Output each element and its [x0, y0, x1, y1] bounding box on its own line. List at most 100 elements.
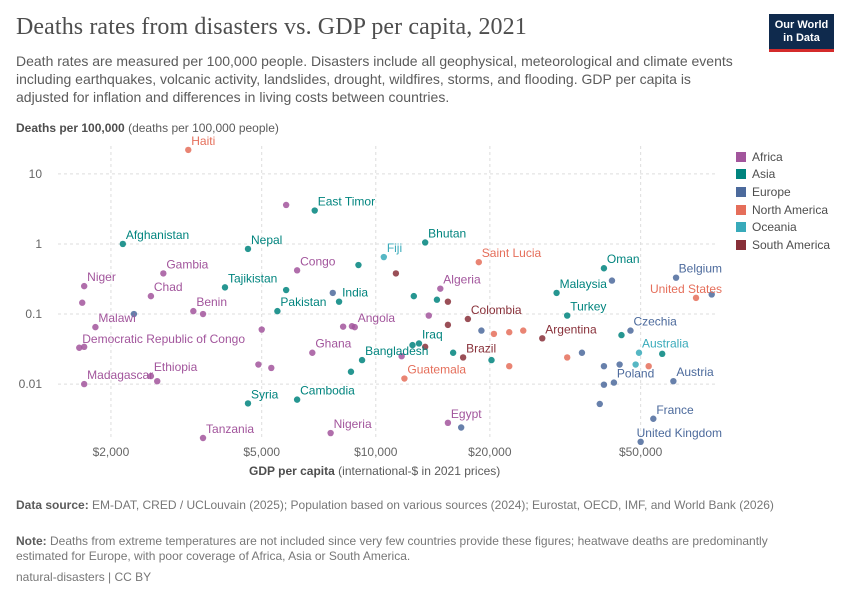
- y-axis-title-main: Deaths per 100,000: [16, 121, 125, 135]
- y-tick-label: 1: [35, 237, 42, 251]
- point-label: Haiti: [191, 134, 215, 148]
- legend-item[interactable]: Europe: [736, 183, 830, 201]
- data-point: [409, 341, 416, 349]
- point-label: Czechia: [633, 315, 677, 329]
- point-label: Nigeria: [334, 417, 372, 431]
- data-point: [79, 299, 86, 306]
- data-point: [616, 361, 623, 368]
- source-text: EM-DAT, CRED / UCLouvain (2025); Populat…: [92, 498, 774, 512]
- legend-item[interactable]: Oceania: [736, 218, 830, 236]
- point-label: Poland: [617, 367, 654, 381]
- point-label: Afghanistan: [126, 228, 189, 242]
- point-label: United States: [650, 282, 722, 296]
- data-point: [635, 349, 643, 356]
- legend-label: North America: [752, 202, 829, 217]
- data-point: [659, 350, 666, 358]
- data-point: [244, 245, 252, 253]
- point-label: Iraq: [422, 327, 443, 341]
- data-point: [444, 321, 452, 329]
- legend: Africa Asia Europe North America Oceania Sout…: [736, 148, 830, 254]
- x-tick-label: $2,000: [93, 445, 130, 459]
- chart-note: Note: Deaths from extreme temperatures a…: [16, 534, 816, 564]
- x-tick-label: $20,000: [468, 445, 512, 459]
- page-title: Deaths rates from disasters vs. GDP per …: [16, 14, 527, 40]
- legend-item[interactable]: South America: [736, 236, 830, 254]
- data-point: [293, 396, 301, 403]
- owid-logo[interactable]: Our World in Data: [769, 14, 834, 52]
- x-tick-label: $5,000: [243, 445, 280, 459]
- legend-swatch: [736, 204, 746, 215]
- point-label: Saint Lucia: [482, 246, 542, 260]
- data-point: [488, 356, 495, 364]
- y-tick-label: 10: [29, 167, 43, 181]
- data-point: [553, 289, 560, 297]
- data-point: [255, 361, 262, 368]
- point-label: Pakistan: [280, 295, 326, 309]
- data-point: [539, 335, 546, 342]
- point-label: Malaysia: [560, 277, 608, 291]
- legend-swatch: [736, 222, 746, 233]
- point-label: Benin: [196, 295, 227, 309]
- x-tick-label: $50,000: [619, 445, 663, 459]
- license-text[interactable]: natural-disasters | CC BY: [16, 570, 152, 584]
- data-point: [329, 289, 336, 297]
- data-point: [600, 362, 608, 370]
- data-point: [309, 349, 316, 356]
- chart-subtitle: Death rates are measured per 100,000 peo…: [16, 53, 733, 105]
- note-text: Deaths from extreme temperatures are not…: [16, 534, 768, 563]
- x-axis-title: GDP per capita (international-$ in 2021 …: [249, 464, 500, 478]
- point-label: Niger: [87, 270, 116, 284]
- legend-item[interactable]: North America: [736, 201, 830, 219]
- point-label: Tajikistan: [228, 271, 277, 285]
- point-label: Brazil: [466, 341, 496, 355]
- data-point: [444, 419, 452, 427]
- point-label: Bhutan: [428, 226, 466, 240]
- point-label: Belgium: [679, 262, 722, 276]
- data-point: [464, 315, 472, 323]
- point-label: Democratic Republic of Congo: [82, 332, 245, 346]
- point-label: Cambodia: [300, 384, 355, 398]
- legend-item[interactable]: Asia: [736, 166, 830, 184]
- point-label: Nepal: [251, 233, 282, 247]
- point-label: Fiji: [387, 241, 402, 255]
- point-label: Egypt: [451, 407, 482, 421]
- point-label: Guatemala: [407, 363, 466, 377]
- legend-label: Africa: [752, 149, 783, 164]
- data-point: [627, 327, 634, 334]
- data-point: [421, 343, 429, 351]
- data-point: [80, 282, 88, 290]
- source-label: Data source:: [16, 498, 89, 512]
- data-point: [358, 356, 366, 364]
- data-point: [76, 344, 83, 351]
- data-point: [355, 261, 362, 269]
- data-point: [410, 292, 418, 300]
- data-point: [415, 340, 423, 347]
- point-label: Chad: [154, 280, 183, 294]
- data-point: [160, 270, 167, 277]
- data-point: [221, 284, 229, 291]
- data-source: Data source: EM-DAT, CRED / UCLouvain (2…: [16, 498, 816, 513]
- data-point: [475, 258, 482, 266]
- data-point: [459, 354, 467, 361]
- data-point: [199, 310, 207, 318]
- legend-swatch: [736, 239, 746, 250]
- point-label: Syria: [251, 387, 279, 401]
- point-label: Ghana: [315, 337, 351, 351]
- data-point: [578, 349, 586, 356]
- point-label: Gambia: [166, 257, 208, 271]
- data-point: [433, 296, 441, 303]
- legend-swatch: [736, 151, 746, 162]
- legend-item[interactable]: Africa: [736, 148, 830, 166]
- data-point: [425, 312, 432, 319]
- data-point: [335, 298, 343, 305]
- data-point: [392, 270, 400, 277]
- data-point: [80, 343, 88, 351]
- legend-label: Asia: [752, 167, 776, 182]
- point-label: Bangladesh: [365, 344, 428, 358]
- data-point: [608, 277, 616, 284]
- data-point: [449, 349, 457, 356]
- data-point: [637, 438, 644, 446]
- logo-line-1: Our World: [774, 19, 829, 31]
- data-point: [380, 253, 388, 261]
- data-point: [506, 329, 513, 336]
